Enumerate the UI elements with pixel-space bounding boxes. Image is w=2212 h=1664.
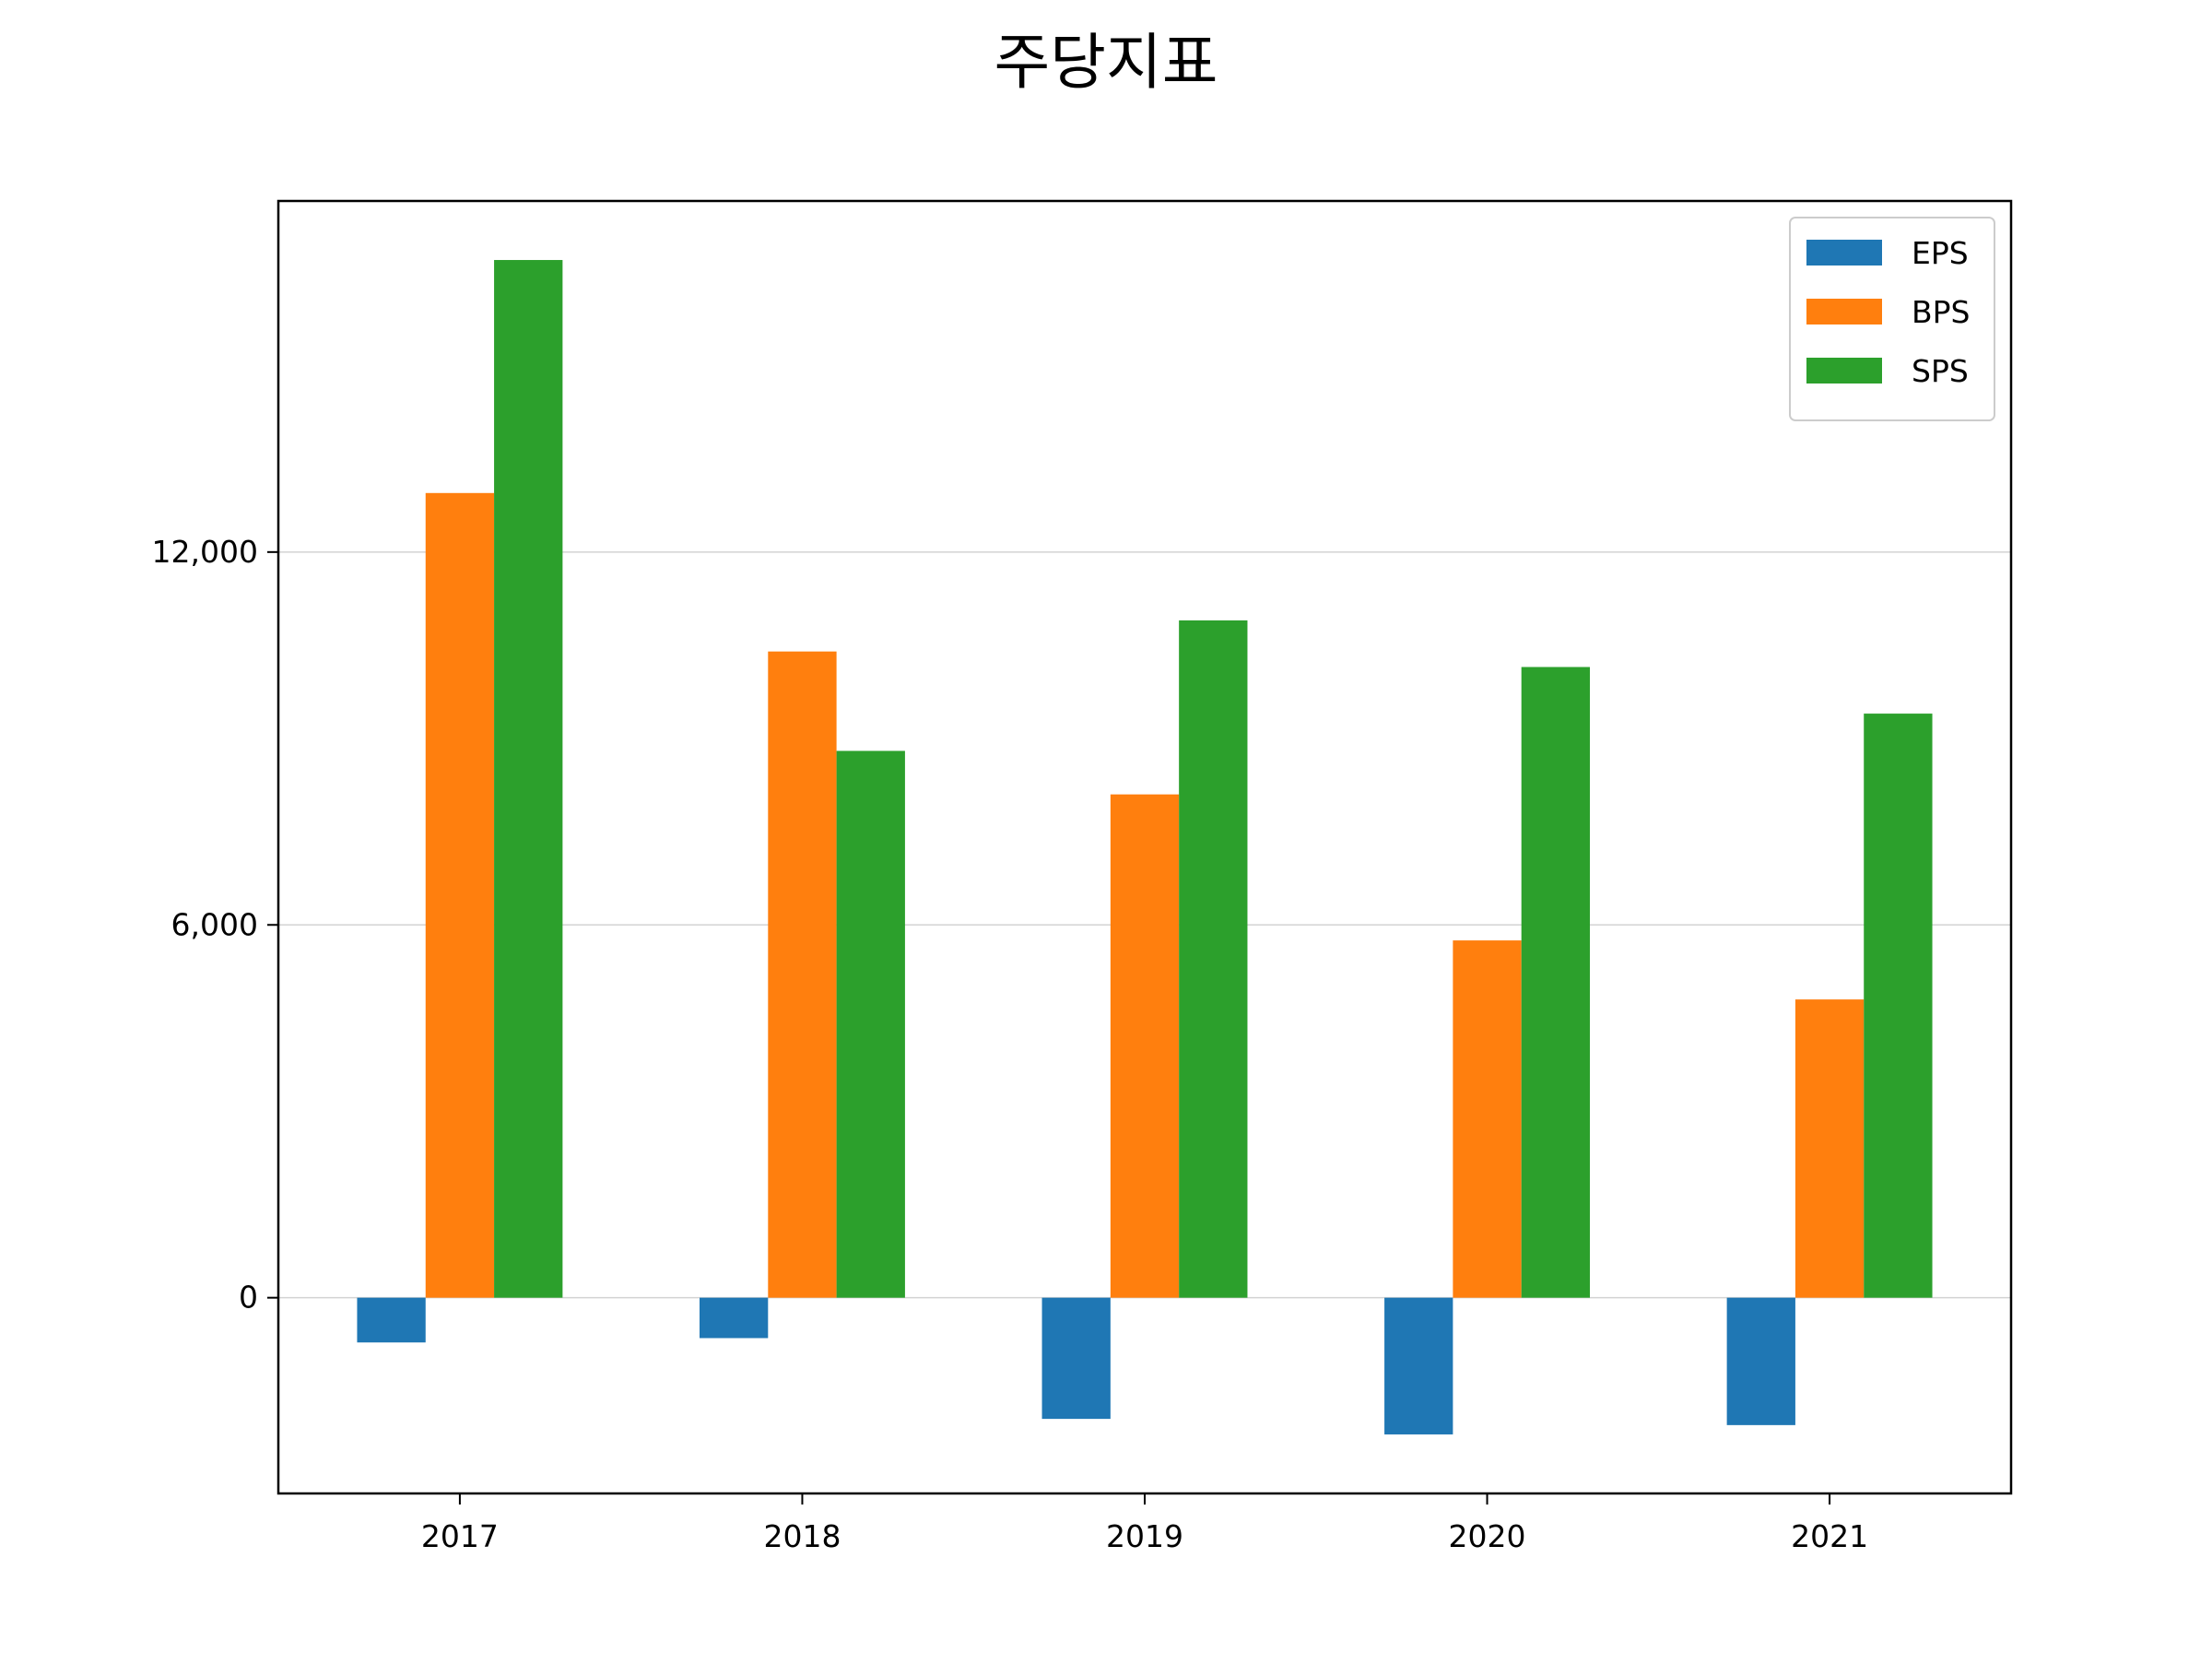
bar-sps-2021 bbox=[1864, 714, 1933, 1298]
bars bbox=[357, 260, 1933, 1434]
bar-bps-2017 bbox=[425, 492, 495, 1298]
y-tick-label: 6,000 bbox=[171, 906, 258, 942]
x-tick-label: 2017 bbox=[421, 1518, 499, 1554]
legend-swatch-sps bbox=[1806, 358, 1882, 384]
legend-swatch-bps bbox=[1806, 299, 1882, 325]
legend-swatch-eps bbox=[1806, 240, 1882, 266]
bar-bps-2019 bbox=[1110, 794, 1180, 1298]
bar-bps-2020 bbox=[1453, 940, 1522, 1298]
x-tick-label: 2021 bbox=[1791, 1518, 1868, 1554]
x-tick-label: 2020 bbox=[1449, 1518, 1526, 1554]
bar-eps-2021 bbox=[1726, 1297, 1795, 1425]
x-tick-label: 2019 bbox=[1106, 1518, 1183, 1554]
y-tick-label: 12,000 bbox=[152, 534, 258, 570]
bar-sps-2018 bbox=[836, 750, 905, 1298]
x-tick-label: 2018 bbox=[763, 1518, 841, 1554]
bar-sps-2017 bbox=[494, 260, 563, 1298]
y-axis: 0 6,000 12,000 bbox=[152, 534, 278, 1316]
legend-label-sps: SPS bbox=[1912, 353, 1969, 389]
legend-label-bps: BPS bbox=[1912, 294, 1971, 330]
chart-title: 주당지표 bbox=[994, 27, 1218, 98]
legend: EPS BPS SPS bbox=[1789, 217, 1995, 421]
bar-bps-2021 bbox=[1794, 999, 1865, 1298]
bar-sps-2019 bbox=[1179, 620, 1248, 1298]
bar-eps-2018 bbox=[699, 1297, 769, 1339]
bar-eps-2020 bbox=[1384, 1297, 1453, 1434]
x-axis: 2017 2018 2019 2020 2021 bbox=[421, 1493, 1868, 1554]
y-tick-label: 0 bbox=[239, 1280, 258, 1316]
bar-sps-2020 bbox=[1521, 667, 1591, 1298]
bar-eps-2019 bbox=[1041, 1297, 1111, 1420]
bar-bps-2018 bbox=[768, 651, 837, 1298]
bar-eps-2017 bbox=[357, 1297, 426, 1343]
legend-label-eps: EPS bbox=[1912, 235, 1969, 271]
